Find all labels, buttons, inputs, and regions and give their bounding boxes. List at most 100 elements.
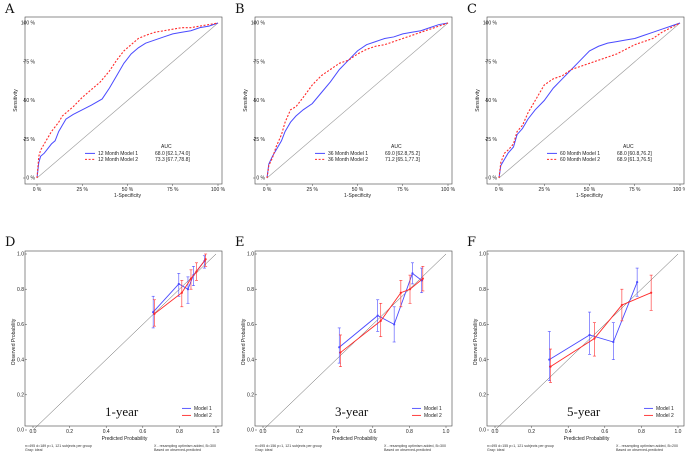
x-tick-label: 50 % xyxy=(122,187,134,193)
panel-letter-C: C xyxy=(467,2,477,17)
x-tick-label: 0.6 xyxy=(369,429,376,435)
legend-label: Model 2 xyxy=(194,413,212,419)
data-point-model-1 xyxy=(636,281,639,284)
x-tick-label: 0.4 xyxy=(103,429,110,435)
x-tick-label: 0.0 xyxy=(260,429,267,435)
data-point-model-2 xyxy=(379,319,382,322)
x-tick-label: 0.8 xyxy=(638,429,645,435)
footnote-right: X - resampling optimism added, B=300 xyxy=(154,444,216,448)
roc-curve-model-1 xyxy=(36,22,219,179)
plot-frame-5 xyxy=(486,250,685,427)
x-tick-label: 75 % xyxy=(629,187,641,193)
roc-curve-model-1 xyxy=(266,22,449,179)
x-tick-label: 0 % xyxy=(33,187,42,193)
calibration-line-model-1 xyxy=(549,281,638,360)
data-point-model-2 xyxy=(408,288,412,291)
legend-label: 12 Month Model 1 xyxy=(98,151,138,157)
y-tick-label: 0.4 xyxy=(17,357,24,363)
legend-auc-value: 68.0 [62.1,74.0] xyxy=(155,151,190,157)
y-tick-label: 100 % xyxy=(483,21,498,27)
data-point-model-1 xyxy=(186,288,190,291)
horizon-label: 1-year xyxy=(105,404,139,419)
y-tick-label: 75 % xyxy=(254,59,266,65)
x-tick-label: 0.2 xyxy=(296,429,303,435)
x-axis-label: 1-Specificity xyxy=(344,193,371,199)
x-tick-label: 0.6 xyxy=(139,429,146,435)
y-axis-label: Observed Probability xyxy=(473,318,479,365)
y-tick-label: 0.4 xyxy=(479,357,486,363)
legend-header: AUC xyxy=(161,144,172,150)
legend-label: 60 Month Model 2 xyxy=(560,157,600,163)
data-point-model-1 xyxy=(612,340,615,344)
data-point-model-2 xyxy=(339,351,342,354)
x-tick-label: 0 % xyxy=(495,187,504,193)
y-tick-label: 0 % xyxy=(26,176,35,182)
y-tick-label: 100 % xyxy=(21,21,36,27)
y-tick-label: 25 % xyxy=(24,137,36,143)
x-tick-label: 75 % xyxy=(167,187,179,193)
x-tick-label: 0.8 xyxy=(406,429,413,435)
data-point-model-1 xyxy=(411,272,414,275)
y-tick-label: 0.6 xyxy=(17,322,24,328)
footnote-left: Gray: ideal xyxy=(487,448,505,452)
y-tick-label: 0.2 xyxy=(247,393,254,399)
panel-letter-E: E xyxy=(235,235,245,250)
y-tick-label: 25 % xyxy=(254,137,266,143)
legend-label: Model 2 xyxy=(424,413,442,419)
y-tick-label: 0.0 xyxy=(479,428,486,434)
y-tick-label: 0.6 xyxy=(247,322,254,328)
x-tick-label: 0 % xyxy=(263,187,272,193)
legend-auc-value: 71.2 [65.1,77.3] xyxy=(385,157,420,163)
panel-letter-D: D xyxy=(5,235,15,250)
x-tick-label: 75 % xyxy=(397,187,409,193)
data-point-model-1 xyxy=(376,314,379,317)
x-tick-label: 100 % xyxy=(441,187,456,193)
reference-diagonal xyxy=(36,22,219,179)
y-tick-label: 75 % xyxy=(24,59,36,65)
footnote-right: X - resampling optimism added, B=300 xyxy=(384,444,446,448)
data-point-model-2 xyxy=(650,291,653,294)
footnote-left: Gray: ideal xyxy=(255,448,273,452)
y-tick-label: 0.2 xyxy=(17,393,24,399)
x-tick-label: 50 % xyxy=(352,187,364,193)
ideal-diagonal xyxy=(494,253,679,431)
ideal-diagonal xyxy=(32,253,217,431)
y-axis-label: Observed Probability xyxy=(11,318,17,365)
x-axis-label: Predicted Probability xyxy=(332,436,378,442)
data-point-model-1 xyxy=(152,310,155,314)
plot-frame-3 xyxy=(24,250,223,427)
x-axis-label: 1-Specificity xyxy=(114,193,141,199)
y-tick-label: 50 % xyxy=(24,98,36,104)
x-tick-label: 25 % xyxy=(539,187,551,193)
x-tick-label: 25 % xyxy=(77,187,89,193)
y-tick-label: 0.6 xyxy=(479,322,486,328)
y-tick-label: 0.0 xyxy=(247,428,254,434)
footnote-left: n=495 d=155 p=1, 121 subjects per group xyxy=(487,444,554,448)
data-point-model-1 xyxy=(338,346,341,349)
x-tick-label: 1.0 xyxy=(443,429,450,435)
panel-letter-A: A xyxy=(4,2,15,17)
legend-auc-value: 68.9 [61.3,76.5] xyxy=(617,157,652,163)
footnote-right: Based on observed-predicted xyxy=(384,448,431,452)
footnote-right: Based on observed-predicted xyxy=(154,448,201,452)
data-point-model-1 xyxy=(548,358,551,361)
data-point-model-2 xyxy=(195,270,198,273)
x-tick-label: 0.0 xyxy=(30,429,37,435)
y-tick-label: 50 % xyxy=(486,98,498,104)
horizon-label: 3-year xyxy=(335,404,369,419)
y-tick-label: 25 % xyxy=(486,137,498,143)
data-point-model-1 xyxy=(177,282,180,286)
y-tick-label: 0.8 xyxy=(17,287,24,293)
reference-diagonal xyxy=(498,22,681,179)
y-axis-label: Observed Probability xyxy=(241,318,247,365)
legend-label: Model 1 xyxy=(424,406,442,412)
footnote-left: n=495 d=189 p=1, 121 subjects per group xyxy=(25,444,92,448)
data-point-model-2 xyxy=(620,303,623,307)
y-tick-label: 0 % xyxy=(488,176,497,182)
data-point-model-1 xyxy=(393,323,396,326)
x-tick-label: 0.0 xyxy=(492,429,499,435)
x-tick-label: 100 % xyxy=(211,187,226,193)
y-tick-label: 0 % xyxy=(256,176,265,182)
y-tick-label: 0.4 xyxy=(247,357,254,363)
